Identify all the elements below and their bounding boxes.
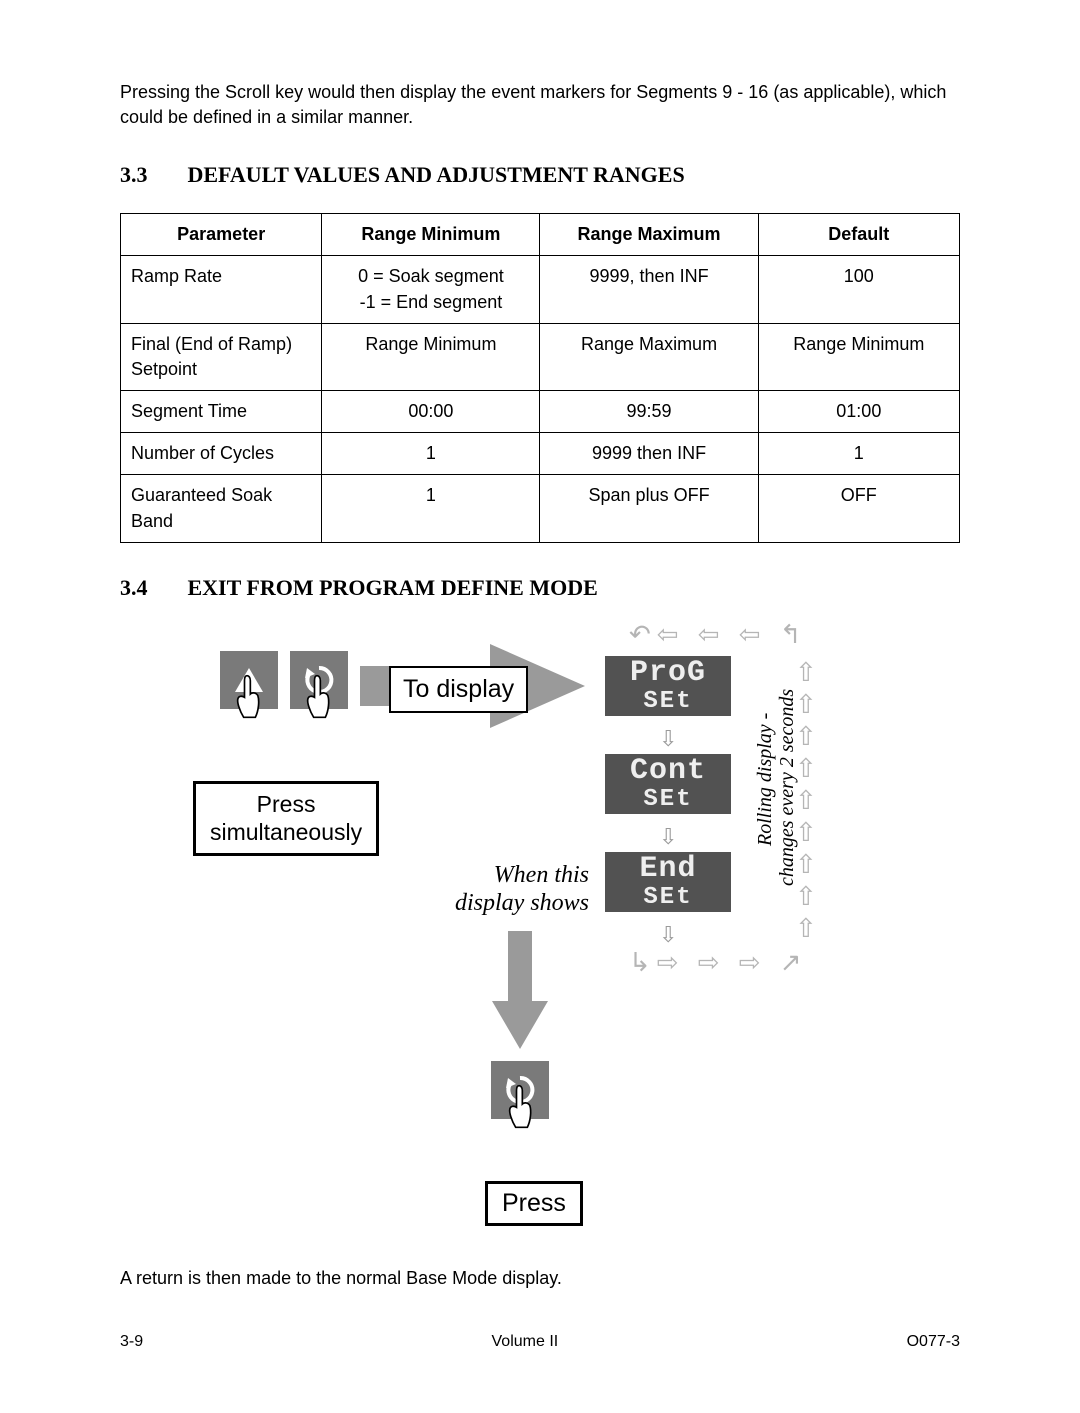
table-cell: Ramp Rate <box>121 256 322 323</box>
exit-diagram: Press simultaneously To display ProG SEt… <box>165 626 915 1246</box>
hand-icon <box>299 674 335 724</box>
table-cell: Range Minimum <box>322 323 540 390</box>
loop-bottom-arrows: ↳⇨ ⇨ ⇨ ↗ <box>629 944 808 980</box>
loop-up-arrow: ⇧ <box>795 878 817 914</box>
hand-icon <box>501 1084 537 1134</box>
table-row: Number of Cycles19999 then INF1 <box>121 433 960 475</box>
outro-text: A return is then made to the normal Base… <box>120 1266 960 1291</box>
footer-left: 3-9 <box>120 1331 143 1353</box>
table-cell: 99:59 <box>540 391 758 433</box>
table-cell: 9999 then INF <box>540 433 758 475</box>
loop-up-arrow: ⇧ <box>795 910 817 946</box>
table-cell: OFF <box>758 475 959 542</box>
table-cell: 0 = Soak segment -1 = End segment <box>322 256 540 323</box>
defaults-table: Parameter Range Minimum Range Maximum De… <box>120 213 960 543</box>
intro-text: Pressing the Scroll key would then displ… <box>120 80 960 130</box>
loop-up-arrow: ⇧ <box>795 814 817 850</box>
footer-center: Volume II <box>492 1331 559 1353</box>
section-title: EXIT FROM PROGRAM DEFINE MODE <box>188 573 598 604</box>
when-display-shows-label: When this display shows <box>455 861 589 919</box>
footer-right: O077-3 <box>907 1331 960 1353</box>
table-cell: Final (End of Ramp) Setpoint <box>121 323 322 390</box>
table-row: Ramp Rate0 = Soak segment -1 = End segme… <box>121 256 960 323</box>
table-cell: Range Minimum <box>758 323 959 390</box>
table-cell: 1 <box>758 433 959 475</box>
table-cell: Range Maximum <box>540 323 758 390</box>
table-cell: Segment Time <box>121 391 322 433</box>
lcd-prog: ProG SEt <box>605 656 731 717</box>
table-cell: 01:00 <box>758 391 959 433</box>
lcd-end: End SEt <box>605 852 731 913</box>
down-arrow-icon: ⇩ <box>659 724 677 755</box>
col-default: Default <box>758 214 959 256</box>
table-row: Guaranteed Soak Band1Span plus OFFOFF <box>121 475 960 542</box>
press-label: Press <box>485 1181 583 1226</box>
loop-up-arrow: ⇧ <box>795 654 817 690</box>
loop-up-arrow: ⇧ <box>795 782 817 818</box>
section-3-3-heading: 3.3 DEFAULT VALUES AND ADJUSTMENT RANGES <box>120 160 960 191</box>
section-number: 3.4 <box>120 573 148 604</box>
press-simultaneously-label: Press simultaneously <box>193 781 379 857</box>
col-range-min: Range Minimum <box>322 214 540 256</box>
table-cell: 1 <box>322 475 540 542</box>
table-header-row: Parameter Range Minimum Range Maximum De… <box>121 214 960 256</box>
table-cell: Guaranteed Soak Band <box>121 475 322 542</box>
loop-up-arrow: ⇧ <box>795 686 817 722</box>
table-row: Final (End of Ramp) SetpointRange Minimu… <box>121 323 960 390</box>
col-range-max: Range Maximum <box>540 214 758 256</box>
section-number: 3.3 <box>120 160 148 191</box>
loop-top-arrows: ↶⇦ ⇦ ⇦ ↰ <box>629 616 808 652</box>
section-3-4-heading: 3.4 EXIT FROM PROGRAM DEFINE MODE <box>120 573 960 604</box>
lcd-cont: Cont SEt <box>605 754 731 815</box>
table-row: Segment Time00:0099:5901:00 <box>121 391 960 433</box>
loop-up-arrow: ⇧ <box>795 750 817 786</box>
big-down-arrow-icon <box>490 931 550 1051</box>
page-footer: 3-9 Volume II O077-3 <box>120 1331 960 1353</box>
table-cell: 100 <box>758 256 959 323</box>
hand-icon <box>229 674 265 724</box>
section-title: DEFAULT VALUES AND ADJUSTMENT RANGES <box>188 160 685 191</box>
table-cell: 1 <box>322 433 540 475</box>
table-cell: 00:00 <box>322 391 540 433</box>
col-parameter: Parameter <box>121 214 322 256</box>
table-cell: Span plus OFF <box>540 475 758 542</box>
table-cell: 9999, then INF <box>540 256 758 323</box>
loop-up-arrow: ⇧ <box>795 846 817 882</box>
loop-up-arrow: ⇧ <box>795 718 817 754</box>
to-display-label: To display <box>389 666 528 713</box>
table-cell: Number of Cycles <box>121 433 322 475</box>
down-arrow-icon: ⇩ <box>659 822 677 853</box>
